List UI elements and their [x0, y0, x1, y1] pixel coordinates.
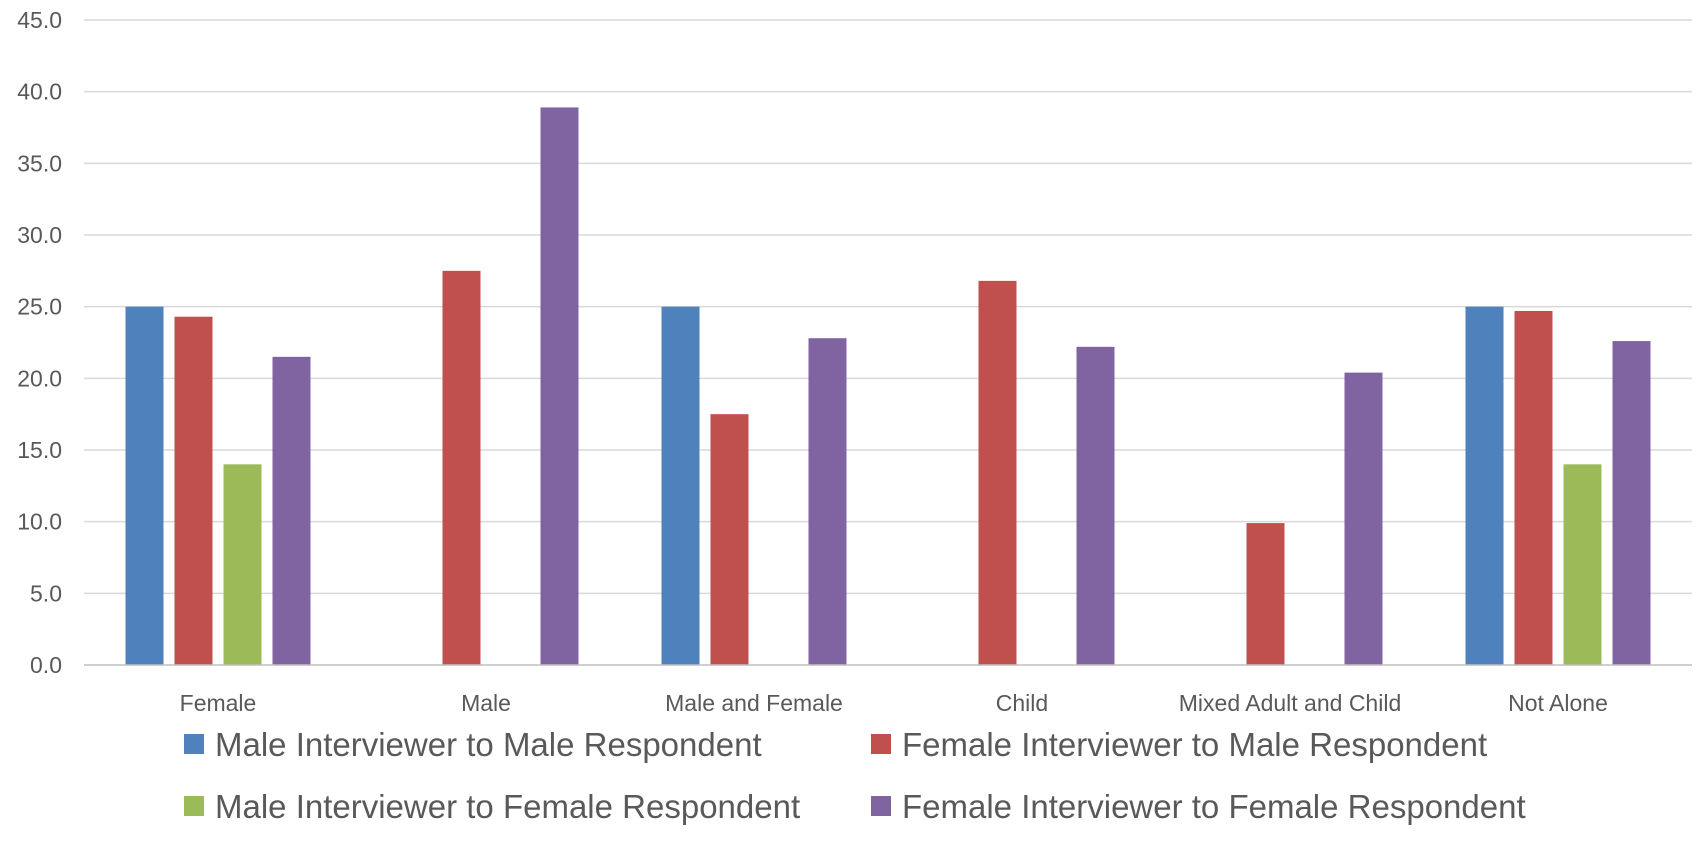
legend-item: Female Interviewer to Female Respondent: [871, 788, 1526, 825]
legend-label: Female Interviewer to Female Respondent: [902, 788, 1526, 825]
bar-male-and-female-series-1: [661, 306, 700, 665]
x-category-label: Female: [180, 690, 257, 716]
legend-item: Male Interviewer to Male Respondent: [184, 726, 762, 763]
legend-label: Female Interviewer to Male Respondent: [902, 726, 1487, 763]
y-tick-label: 40.0: [17, 79, 62, 105]
y-tick-label: 25.0: [17, 294, 62, 320]
y-tick-label: 15.0: [17, 437, 62, 463]
y-tick-label: 0.0: [30, 652, 62, 678]
bar-male-and-female-series-2: [710, 414, 749, 665]
x-category-label: Child: [996, 690, 1048, 716]
legend-swatch: [871, 734, 891, 754]
y-tick-label: 20.0: [17, 365, 62, 391]
y-tick-label: 30.0: [17, 222, 62, 248]
x-axis-category-labels: Female Male Male and Female Child Mixed Adul…: [180, 690, 1608, 716]
bar-mixed-adult-and-child-series-2: [1246, 523, 1285, 665]
x-category-label: Mixed Adult and Child: [1179, 690, 1401, 716]
legend-item: Female Interviewer to Male Respondent: [871, 726, 1487, 763]
bar-not-alone-series-2: [1514, 310, 1553, 665]
legend-swatch: [871, 796, 891, 816]
y-tick-label: 10.0: [17, 509, 62, 535]
bar-child-series-2: [978, 280, 1017, 665]
bar-not-alone-series-3: [1563, 464, 1602, 665]
y-tick-label: 5.0: [30, 580, 62, 606]
bar-female-series-2: [174, 316, 213, 665]
legend-item: Male Interviewer to Female Respondent: [184, 788, 800, 825]
x-category-label: Male: [461, 690, 511, 716]
bars: [125, 107, 1651, 665]
bar-not-alone-series-1: [1465, 306, 1504, 665]
legend: Male Interviewer to Male Respondent Femal…: [184, 726, 1526, 825]
y-tick-label: 35.0: [17, 150, 62, 176]
bar-male-series-2: [442, 270, 481, 665]
bar-female-series-3: [223, 464, 262, 665]
grid-lines: [84, 19, 1692, 595]
legend-swatch: [184, 734, 204, 754]
y-tick-label: 45.0: [17, 7, 62, 33]
x-category-label: Male and Female: [665, 690, 843, 716]
legend-label: Male Interviewer to Female Respondent: [215, 788, 800, 825]
bar-child-series-4: [1076, 346, 1115, 665]
legend-swatch: [184, 796, 204, 816]
bar-mixed-adult-and-child-series-4: [1344, 372, 1383, 665]
bar-female-series-4: [272, 356, 311, 665]
bar-male-series-4: [540, 107, 579, 665]
bar-not-alone-series-4: [1612, 341, 1651, 665]
y-axis-tick-labels: 0.0 5.0 10.0 15.0 20.0 25.0 30.0 35.0 40.0 45.0: [17, 7, 62, 678]
x-category-label: Not Alone: [1508, 690, 1608, 716]
bar-female-series-1: [125, 306, 164, 665]
legend-label: Male Interviewer to Male Respondent: [215, 726, 762, 763]
bar-male-and-female-series-4: [808, 338, 847, 665]
